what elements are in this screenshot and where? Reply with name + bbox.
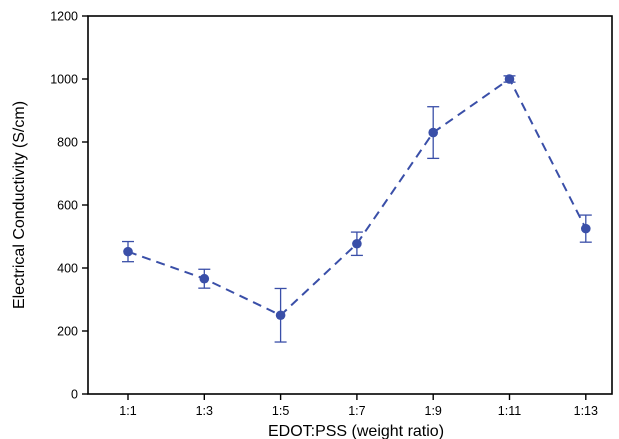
data-point: [581, 223, 591, 234]
y-axis-label: Electrical Conductivity (S/cm): [11, 101, 28, 309]
plot-frame: [87, 15, 613, 395]
data-point: [275, 310, 286, 321]
x-tick-label: 1:13: [574, 404, 598, 418]
data-point: [504, 74, 515, 84]
series-line: [127, 77, 587, 317]
x-tick-label: 1:5: [272, 404, 289, 418]
series-layer: [122, 74, 592, 343]
y-tick-label: 0: [71, 388, 78, 402]
y-tick-label: 400: [57, 262, 78, 276]
x-axis-label: EDOT:PSS (weight ratio): [268, 423, 444, 439]
y-tick-label: 1000: [50, 73, 78, 87]
x-tick-label: 1:1: [119, 404, 136, 418]
y-axis: 0 200 400 600 800 1000 1200: [50, 10, 88, 402]
data-point: [352, 238, 362, 249]
x-axis: 1:1 1:3 1:5 1:7 1:9 1:11 1:13: [119, 394, 598, 418]
data-point: [428, 127, 439, 138]
plot-border: [87, 15, 613, 395]
x-tick-label: 1:3: [196, 404, 213, 418]
y-tick-label: 200: [57, 325, 78, 339]
x-tick-label: 1:11: [498, 404, 521, 418]
x-tick-label: 1:9: [425, 404, 442, 418]
y-tick-label: 600: [57, 199, 78, 213]
y-tick-label: 1200: [50, 10, 78, 24]
data-point: [199, 273, 210, 284]
data-point: [123, 246, 133, 257]
x-tick-label: 1:7: [348, 404, 365, 418]
y-tick-label: 800: [57, 136, 78, 150]
